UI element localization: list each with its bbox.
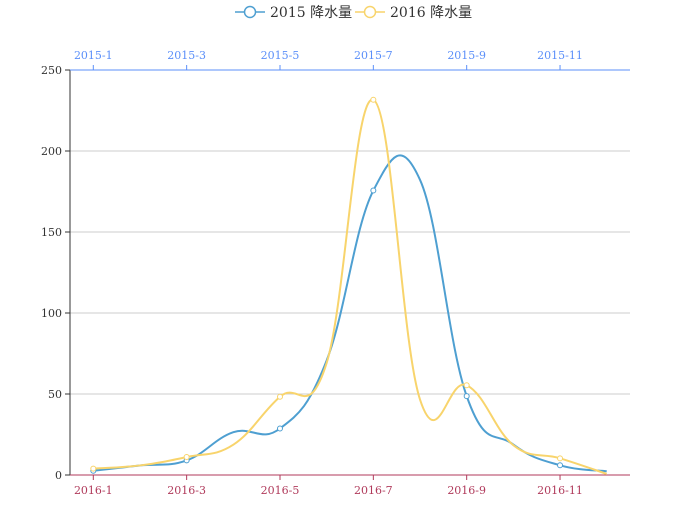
y-tick-label: 250 — [41, 64, 62, 77]
data-point-1-2016-3[interactable] — [183, 454, 190, 461]
y-tick-label: 100 — [41, 307, 62, 320]
data-point-0-2015-7[interactable] — [370, 187, 377, 194]
axes: 0 50 100 150 200 250 2015-1 2015-3 2015-5 2015-7 2… — [41, 49, 630, 497]
grid-lines — [70, 150, 630, 395]
data-point-0-2015-5[interactable] — [276, 425, 283, 432]
series-lines — [93, 98, 608, 475]
data-point-1-2016-11[interactable] — [557, 455, 564, 462]
legend-label: 2016 降水量 — [390, 5, 472, 21]
x-top-tick-label: 2015-3 — [167, 49, 206, 62]
data-point-1-2016-1[interactable] — [90, 465, 97, 472]
x-top-tick-label: 2015-7 — [354, 49, 393, 62]
x-bottom-tick-label: 2016-1 — [74, 484, 113, 497]
y-tick-label: 0 — [55, 469, 62, 482]
legend-circle-swatch — [363, 5, 377, 19]
x-bottom-tick-label: 2016-11 — [537, 484, 583, 497]
x-bottom-tick-label: 2016-7 — [354, 484, 393, 497]
data-point-0-2015-11[interactable] — [557, 462, 564, 469]
x-top-tick-label: 2015-9 — [447, 49, 486, 62]
data-point-0-2015-9[interactable] — [463, 393, 470, 400]
data-point-1-2016-5[interactable] — [276, 393, 283, 400]
y-tick-label: 200 — [41, 145, 62, 158]
x-top-tick-label: 2015-1 — [74, 49, 113, 62]
data-point-1-2016-7[interactable] — [370, 96, 377, 103]
series-points — [90, 96, 564, 474]
x-bottom-tick-label: 2016-5 — [261, 484, 300, 497]
data-point-1-2016-9[interactable] — [463, 382, 470, 389]
x-bottom-tick-label: 2016-9 — [447, 484, 486, 497]
x-top-tick-label: 2015-11 — [537, 49, 583, 62]
legend-circle-swatch — [243, 5, 257, 19]
legend-label: 2015 降水量 — [270, 5, 352, 21]
legend-item-0[interactable]: 2015 降水量 — [235, 5, 352, 21]
y-tick-label: 50 — [48, 388, 62, 401]
x-top-tick-label: 2015-5 — [261, 49, 300, 62]
y-tick-label: 150 — [41, 226, 62, 239]
legend-item-1[interactable]: 2016 降水量 — [355, 5, 472, 21]
x-bottom-tick-label: 2016-3 — [167, 484, 206, 497]
legend[interactable]: 2015 降水量 2016 降水量 — [235, 5, 472, 21]
series-line-1[interactable] — [93, 98, 608, 475]
